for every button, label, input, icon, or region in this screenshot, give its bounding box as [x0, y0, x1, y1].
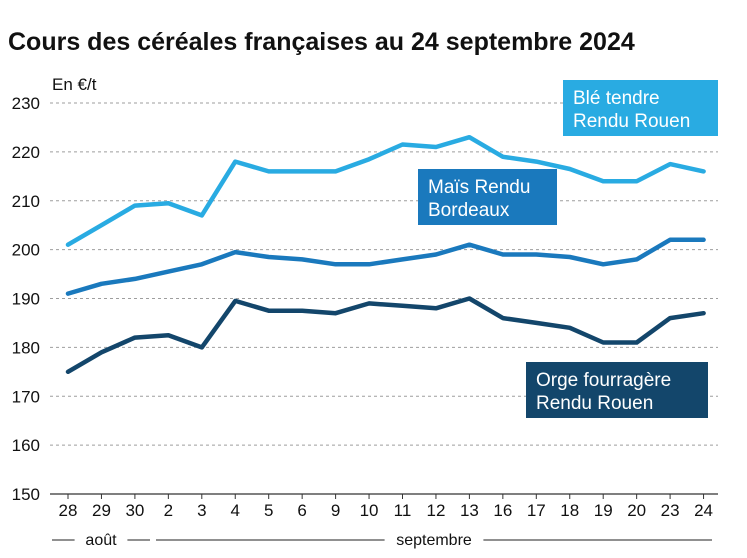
y-tick-label: 180 — [12, 338, 40, 357]
series-label: Blé tendre Rendu Rouen — [573, 88, 690, 132]
series-line — [65, 237, 706, 296]
y-tick-label: 200 — [12, 241, 40, 260]
y-tick-label: 150 — [12, 485, 40, 504]
month-label: août — [85, 532, 117, 549]
y-axis-ticks: 150 160 170 180 190 200 210 220 230 — [12, 94, 40, 504]
series-label-box — [563, 80, 718, 136]
month-label: septembre — [396, 532, 472, 549]
y-tick-label: 160 — [12, 436, 40, 455]
x-tick-label: 11 — [394, 501, 412, 520]
x-tick-label: 24 — [694, 501, 713, 520]
series-label: Orge fourragère Rendu Rouen — [536, 370, 671, 414]
series-label-box — [418, 169, 557, 225]
chart-title: Cours des céréales françaises au 24 sept… — [8, 28, 635, 56]
y-axis-unit-label: En €/t — [52, 75, 97, 94]
x-tick-label: 3 — [197, 501, 206, 520]
series-line — [65, 134, 706, 247]
x-tick-label: 9 — [331, 501, 340, 520]
x-tick-label: 6 — [297, 501, 306, 520]
x-tick-label: 23 — [661, 501, 680, 520]
y-tick-label: 230 — [12, 94, 40, 113]
x-tick-label: 16 — [493, 501, 512, 520]
x-tick-label: 2 — [164, 501, 173, 520]
series-label-line: Rendu Rouen — [573, 111, 690, 132]
x-tick-label: 4 — [231, 501, 240, 520]
x-tick-label: 18 — [560, 501, 579, 520]
series-label-line: Bordeaux — [428, 200, 510, 221]
x-axis-ticks: 28 29 30 2 3 4 5 6 9 10 11 12 13 16 17 18 19 20 23 24 — [59, 494, 713, 520]
x-tick-label: 29 — [92, 501, 111, 520]
y-tick-label: 210 — [12, 192, 40, 211]
y-tick-label: 190 — [12, 290, 40, 309]
y-tick-label: 220 — [12, 143, 40, 162]
x-tick-label: 17 — [527, 501, 546, 520]
series-label: Maïs Rendu Bordeaux — [428, 177, 530, 221]
x-tick-label: 28 — [59, 501, 78, 520]
x-tick-label: 12 — [426, 501, 445, 520]
series-label-box — [526, 362, 708, 418]
x-tick-label: 19 — [594, 501, 613, 520]
x-tick-label: 13 — [460, 501, 479, 520]
x-tick-label: 20 — [627, 501, 646, 520]
series-label-line: Blé tendre — [573, 88, 660, 109]
series-label-line: Rendu Rouen — [536, 393, 653, 414]
series-label-line: Maïs Rendu — [428, 177, 530, 198]
x-tick-label: 10 — [360, 501, 379, 520]
x-tick-label: 30 — [125, 501, 144, 520]
series-lines — [65, 134, 706, 375]
x-tick-label: 5 — [264, 501, 273, 520]
series-label-line: Orge fourragère — [536, 370, 671, 391]
y-tick-label: 170 — [12, 387, 40, 406]
series-line — [65, 296, 706, 375]
month-labels: août septembre — [52, 532, 712, 549]
